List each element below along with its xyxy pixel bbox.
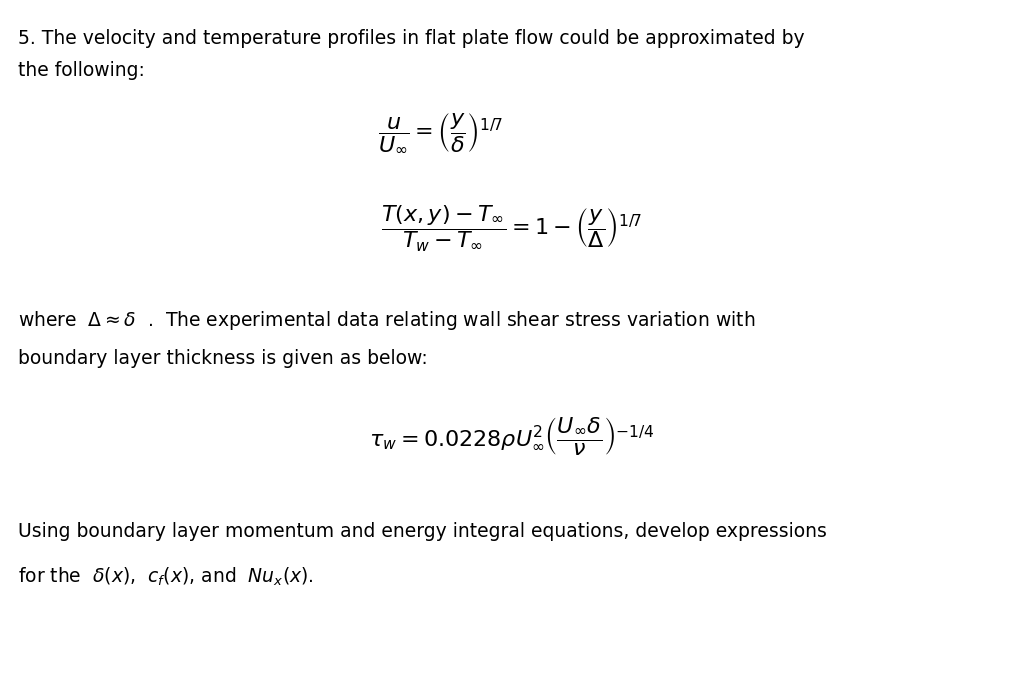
- Text: $\dfrac{u}{U_{\infty}} = \left(\dfrac{y}{\delta}\right)^{1/7}$: $\dfrac{u}{U_{\infty}} = \left(\dfrac{y}…: [378, 111, 503, 154]
- Text: the following:: the following:: [18, 61, 145, 80]
- Text: for the  $\delta(x)$,  $c_f(x)$, and  $Nu_x(x)$.: for the $\delta(x)$, $c_f(x)$, and $Nu_x…: [18, 565, 314, 588]
- Text: where  $\Delta \approx \delta$  .  The experimental data relating wall shear str: where $\Delta \approx \delta$ . The expe…: [18, 309, 756, 332]
- Text: 5. The velocity and temperature profiles in flat plate flow could be approximate: 5. The velocity and temperature profiles…: [18, 29, 805, 48]
- Text: boundary layer thickness is given as below:: boundary layer thickness is given as bel…: [18, 349, 428, 368]
- Text: $\tau_w = 0.0228\rho U_{\infty}^2 \left(\dfrac{U_{\infty}\delta}{\nu}\right)^{-1: $\tau_w = 0.0228\rho U_{\infty}^2 \left(…: [369, 416, 655, 458]
- Text: $\dfrac{T(x,y) - T_{\infty}}{T_w - T_{\infty}} = 1 - \left(\dfrac{y}{\Delta}\rig: $\dfrac{T(x,y) - T_{\infty}}{T_w - T_{\i…: [382, 204, 642, 254]
- Text: Using boundary layer momentum and energy integral equations, develop expressions: Using boundary layer momentum and energy…: [18, 522, 827, 541]
